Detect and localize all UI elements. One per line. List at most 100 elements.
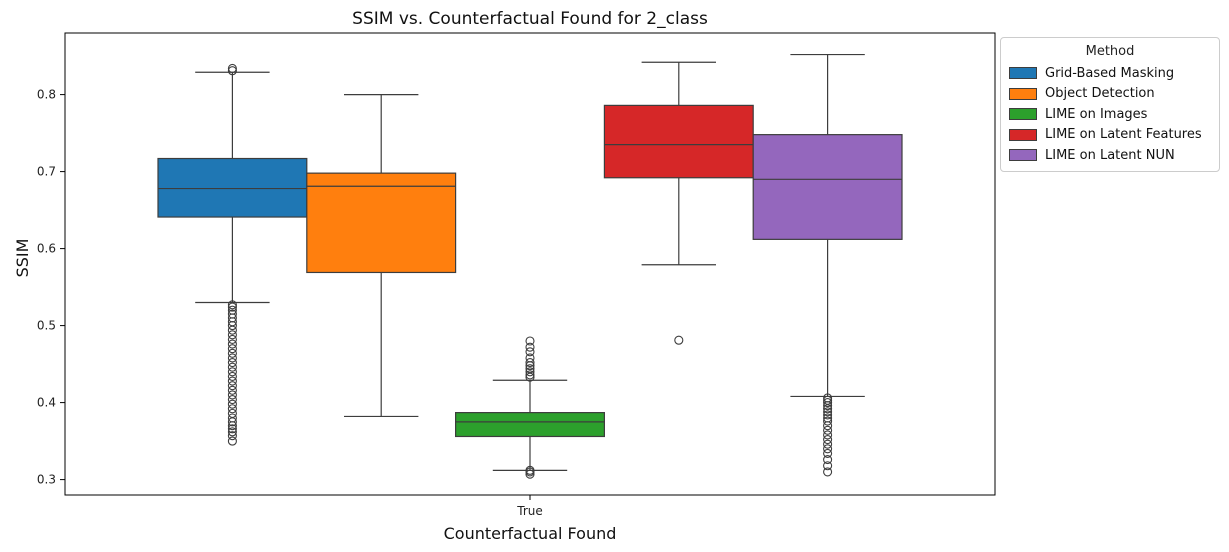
outlier-point — [823, 439, 833, 449]
legend-label: LIME on Latent NUN — [1045, 147, 1175, 163]
outlier-point — [227, 330, 237, 340]
outlier-point — [525, 364, 535, 374]
box-lime-on-latent-features — [603, 61, 754, 345]
y-axis-label: SSIM — [13, 239, 32, 278]
outlier-point — [227, 431, 237, 441]
box-object-detection — [306, 93, 457, 418]
legend-label: Grid-Based Masking — [1045, 65, 1175, 81]
legend-swatch — [1009, 128, 1037, 141]
outlier-point — [823, 393, 833, 403]
y-tick-label: 0.6 — [37, 242, 56, 256]
outlier-point — [823, 421, 833, 431]
box-iqr — [455, 412, 606, 438]
y-tick-label: 0.3 — [37, 473, 56, 487]
outlier-point — [823, 407, 833, 417]
legend-label: LIME on Latent Features — [1045, 127, 1202, 142]
box-iqr — [752, 134, 903, 240]
outlier-point — [823, 425, 833, 435]
outlier-point — [227, 325, 237, 335]
outlier-point — [823, 444, 833, 454]
outlier-point — [227, 413, 237, 423]
outlier-point — [227, 344, 237, 354]
box-grid-based-masking — [157, 63, 308, 446]
chart-title: SSIM vs. Counterfactual Found for 2_clas… — [352, 9, 708, 29]
y-tick-label: 0.8 — [37, 88, 56, 102]
outlier-point — [227, 302, 237, 312]
outlier-point — [227, 385, 237, 395]
box-iqr — [306, 172, 457, 274]
outlier-point — [227, 358, 237, 368]
outlier-point — [525, 469, 535, 479]
outlier-point — [227, 408, 237, 418]
outlier-point — [823, 410, 833, 420]
outlier-point — [525, 342, 535, 352]
outlier-point — [227, 353, 237, 363]
legend-label: LIME on Images — [1045, 106, 1148, 122]
outlier-point — [227, 339, 237, 349]
legend-swatch — [1009, 67, 1037, 79]
box-iqr — [603, 104, 754, 179]
outlier-point — [227, 381, 237, 391]
outlier-point — [525, 465, 535, 475]
legend-item: LIME on Latent Features — [1009, 126, 1202, 144]
legend-swatch — [1009, 149, 1037, 161]
plot-area-frame — [64, 32, 996, 496]
outlier-point — [227, 63, 237, 73]
outlier-point — [227, 367, 237, 377]
y-tick-label: 0.4 — [37, 396, 56, 410]
outlier-point — [525, 347, 535, 357]
box-lime-on-images — [455, 336, 606, 479]
x-axis-label: Counterfactual Found — [444, 524, 617, 543]
outlier-point — [823, 416, 833, 426]
outlier-point — [227, 390, 237, 400]
outlier-point — [227, 436, 237, 446]
outlier-point — [227, 394, 237, 405]
outlier-point — [227, 334, 237, 345]
y-axis-ticks: 0.3 0.4 0.5 0.6 0.7 0.8 — [37, 88, 65, 487]
outlier-point — [227, 424, 237, 434]
outlier-point — [227, 300, 237, 310]
outlier-point — [525, 367, 535, 377]
legend-item: LIME on Images — [1009, 105, 1147, 123]
legend-swatch — [1009, 87, 1037, 100]
outlier-point — [227, 399, 237, 409]
outlier-point — [227, 309, 237, 319]
legend-item: LIME on Latent NUN — [1009, 146, 1175, 164]
outlier-point — [227, 371, 237, 381]
legend-item: Grid-Based Masking — [1009, 64, 1174, 82]
legend-item: Object Detection — [1009, 85, 1155, 103]
boxes-group — [157, 53, 903, 479]
y-tick-label: 0.7 — [37, 165, 56, 179]
outlier-point — [227, 376, 237, 386]
outlier-point — [823, 398, 833, 408]
outlier-point — [823, 461, 833, 471]
outlier-point — [823, 448, 833, 458]
outlier-point — [525, 358, 535, 368]
box-lime-on-latent-nun — [752, 53, 903, 477]
legend: Method Grid-Based Masking Object Detectio… — [1000, 37, 1220, 172]
outlier-point — [227, 348, 237, 358]
legend-title: Method — [1085, 44, 1135, 59]
outlier-point — [227, 362, 237, 372]
x-tick-label: True — [516, 504, 543, 518]
outlier-point — [823, 467, 833, 477]
outlier-point — [823, 455, 833, 465]
legend-label: Object Detection — [1045, 86, 1155, 101]
y-tick-label: 0.5 — [37, 319, 56, 333]
outlier-point — [674, 335, 684, 345]
outlier-point — [227, 66, 237, 76]
outlier-point — [823, 395, 833, 405]
x-axis-ticks: True — [516, 495, 543, 518]
outlier-point — [823, 430, 833, 440]
outlier-point — [227, 305, 237, 315]
outlier-point — [227, 427, 237, 437]
outlier-point — [823, 435, 833, 445]
legend-swatch — [1009, 108, 1037, 120]
outlier-point — [525, 370, 535, 380]
outlier-point — [525, 336, 535, 346]
outlier-point — [227, 404, 237, 414]
outlier-point — [823, 413, 833, 423]
outlier-point — [525, 353, 535, 363]
box-iqr — [157, 157, 308, 218]
